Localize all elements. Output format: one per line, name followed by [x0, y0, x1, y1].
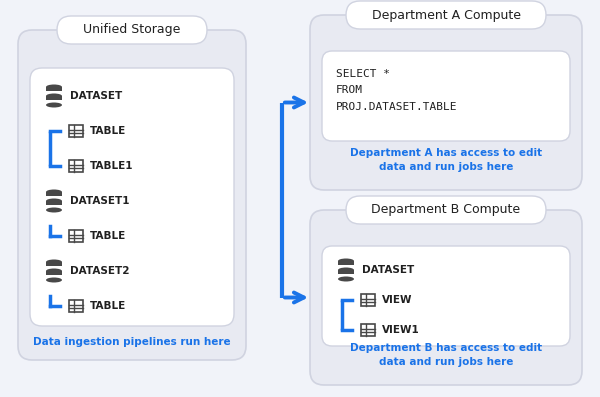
- Bar: [361, 294, 375, 306]
- Text: DATASET: DATASET: [362, 265, 414, 275]
- Bar: [46, 96, 62, 100]
- Text: TABLE: TABLE: [90, 301, 126, 311]
- FancyBboxPatch shape: [57, 16, 207, 44]
- Ellipse shape: [46, 102, 62, 108]
- Ellipse shape: [46, 260, 62, 264]
- Text: TABLE: TABLE: [90, 231, 126, 241]
- Bar: [46, 262, 62, 266]
- Bar: [338, 270, 354, 274]
- Bar: [46, 192, 62, 196]
- Bar: [46, 271, 62, 275]
- Ellipse shape: [46, 189, 62, 195]
- Bar: [46, 87, 62, 91]
- Bar: [338, 261, 354, 265]
- Ellipse shape: [46, 268, 62, 274]
- Ellipse shape: [46, 278, 62, 283]
- Text: DATASET1: DATASET1: [70, 196, 130, 206]
- Bar: [69, 300, 83, 312]
- Text: Unified Storage: Unified Storage: [83, 23, 181, 37]
- Ellipse shape: [46, 198, 62, 204]
- FancyBboxPatch shape: [18, 30, 246, 360]
- FancyBboxPatch shape: [346, 196, 546, 224]
- FancyBboxPatch shape: [346, 1, 546, 29]
- Bar: [69, 125, 83, 137]
- Text: DATASET: DATASET: [70, 91, 122, 101]
- Text: Department A has access to edit
data and run jobs here: Department A has access to edit data and…: [350, 148, 542, 172]
- Ellipse shape: [338, 258, 354, 264]
- Ellipse shape: [338, 268, 354, 272]
- Ellipse shape: [338, 276, 354, 281]
- Text: TABLE1: TABLE1: [90, 161, 133, 171]
- Text: Department A Compute: Department A Compute: [371, 8, 521, 21]
- Bar: [46, 201, 62, 205]
- Text: TABLE: TABLE: [90, 126, 126, 136]
- FancyBboxPatch shape: [310, 15, 582, 190]
- Ellipse shape: [46, 94, 62, 98]
- Text: VIEW: VIEW: [382, 295, 413, 305]
- Text: SELECT *
FROM
PROJ.DATASET.TABLE: SELECT * FROM PROJ.DATASET.TABLE: [336, 69, 458, 112]
- FancyBboxPatch shape: [30, 68, 234, 326]
- Bar: [69, 230, 83, 242]
- FancyBboxPatch shape: [322, 51, 570, 141]
- Ellipse shape: [46, 85, 62, 89]
- Text: Department B has access to edit
data and run jobs here: Department B has access to edit data and…: [350, 343, 542, 367]
- Text: DATASET2: DATASET2: [70, 266, 130, 276]
- Ellipse shape: [46, 208, 62, 212]
- Text: Department B Compute: Department B Compute: [371, 204, 521, 216]
- Text: VIEW1: VIEW1: [382, 325, 420, 335]
- Bar: [361, 324, 375, 336]
- FancyBboxPatch shape: [310, 210, 582, 385]
- Text: Data ingestion pipelines run here: Data ingestion pipelines run here: [33, 337, 231, 347]
- Bar: [69, 160, 83, 172]
- FancyBboxPatch shape: [322, 246, 570, 346]
